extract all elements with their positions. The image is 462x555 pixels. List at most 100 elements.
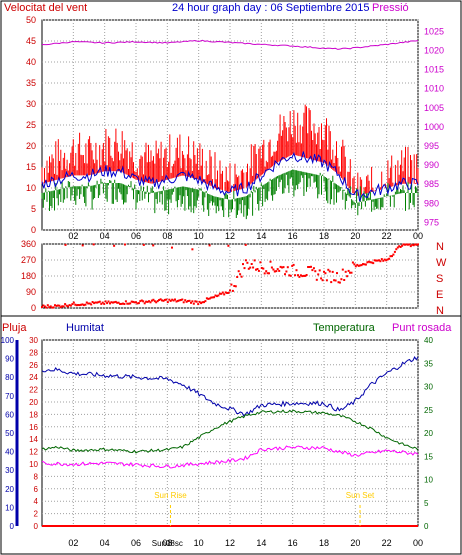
wind-speed-title: Velocitat del vent	[4, 2, 87, 14]
direction-point	[71, 303, 74, 306]
direction-point	[124, 300, 127, 303]
direction-point	[344, 270, 347, 273]
direction-point	[285, 270, 288, 273]
direction-point	[289, 274, 292, 277]
direction-point	[224, 291, 227, 294]
sun-event-label: Sun Set	[346, 491, 375, 500]
direction-point	[341, 268, 344, 271]
direction-point	[91, 301, 94, 303]
direction-point	[52, 306, 55, 309]
rain-y-tick: 0	[34, 522, 39, 531]
pressure-y-tick: 990	[424, 160, 439, 170]
temperature-y-tick: 35	[424, 359, 433, 368]
direction-point	[317, 273, 320, 276]
direction-point	[414, 243, 417, 246]
direction-outlier-point	[227, 244, 230, 247]
direction-point	[136, 302, 139, 305]
direction-point	[54, 304, 56, 307]
direction-point	[43, 305, 46, 308]
direction-point	[75, 304, 78, 307]
direction-point	[362, 263, 364, 266]
direction-point	[120, 302, 123, 305]
direction-point	[192, 302, 195, 305]
direction-point	[185, 300, 188, 303]
direction-point	[327, 268, 330, 271]
direction-point	[122, 302, 124, 305]
direction-point	[244, 259, 247, 262]
rain-y-tick: 14	[29, 435, 38, 444]
direction-point	[393, 250, 396, 253]
direction-point	[87, 302, 90, 305]
wind-x-tick: 16	[288, 231, 298, 241]
direction-point	[249, 266, 252, 269]
pressure-y-tick: 995	[424, 141, 439, 151]
direction-point	[123, 303, 126, 305]
direction-point	[148, 300, 150, 303]
compass-label: N	[436, 305, 444, 317]
wind-x-tick: 22	[382, 231, 392, 241]
direction-point	[182, 301, 185, 304]
direction-point	[334, 279, 337, 282]
direction-point	[187, 300, 190, 302]
humidity-y-tick: 60	[5, 410, 14, 419]
wind-y-tick: 50	[26, 15, 36, 25]
direction-point	[194, 300, 197, 303]
direction-point	[354, 265, 357, 268]
humidity-y-tick: 40	[5, 448, 14, 457]
direction-point	[269, 260, 272, 263]
direction-point	[203, 301, 205, 304]
direction-point	[411, 243, 414, 246]
direction-point	[250, 263, 253, 265]
direction-point	[69, 304, 72, 307]
direction-point	[113, 301, 116, 304]
pressure-title: Pressió	[372, 2, 409, 14]
temperature-y-tick: 0	[424, 522, 429, 531]
pressure-y-tick: 985	[424, 179, 439, 189]
direction-point	[275, 270, 278, 273]
direction-point	[236, 276, 239, 278]
direction-point	[205, 297, 208, 300]
direction-point	[268, 272, 270, 275]
direction-point	[265, 270, 268, 273]
direction-point	[273, 270, 276, 273]
direction-point	[404, 243, 406, 246]
direction-point	[417, 243, 419, 246]
temp-x-tick: 18	[319, 538, 329, 548]
rain-y-tick: 4	[34, 497, 39, 506]
direction-point	[288, 274, 291, 277]
temp-x-tick: 14	[256, 538, 266, 548]
wind-y-tick: 15	[26, 162, 36, 172]
direction-point	[349, 271, 351, 274]
direction-point	[363, 263, 366, 266]
direction-outlier-point	[191, 248, 194, 251]
direction-point	[61, 305, 64, 308]
direction-point	[111, 301, 114, 304]
direction-point	[143, 302, 146, 305]
direction-point	[109, 302, 111, 305]
temp-x-tick: 12	[225, 538, 235, 548]
direction-y-tick: 0	[31, 303, 36, 313]
wind-y-tick: 20	[26, 141, 36, 151]
direction-point	[146, 300, 149, 303]
wind-x-tick: 06	[131, 231, 141, 241]
direction-point	[62, 305, 65, 308]
direction-point	[270, 266, 273, 269]
pressure-y-tick: 1020	[424, 46, 444, 56]
direction-point	[286, 266, 289, 269]
direction-point	[74, 303, 77, 306]
direction-point	[101, 301, 104, 304]
direction-point	[234, 285, 237, 288]
direction-point	[386, 258, 389, 261]
direction-point	[119, 303, 122, 305]
direction-point	[243, 267, 246, 270]
wind-x-tick: 02	[68, 231, 78, 241]
direction-point	[107, 300, 110, 303]
temperature-y-tick: 20	[424, 429, 433, 438]
direction-outlier-point	[124, 243, 126, 246]
direction-point	[231, 289, 234, 292]
direction-y-tick: 270	[21, 255, 36, 265]
direction-point	[103, 302, 106, 305]
direction-point	[223, 293, 226, 296]
direction-point	[370, 261, 373, 264]
temperature-label: Temperatura	[313, 322, 376, 334]
